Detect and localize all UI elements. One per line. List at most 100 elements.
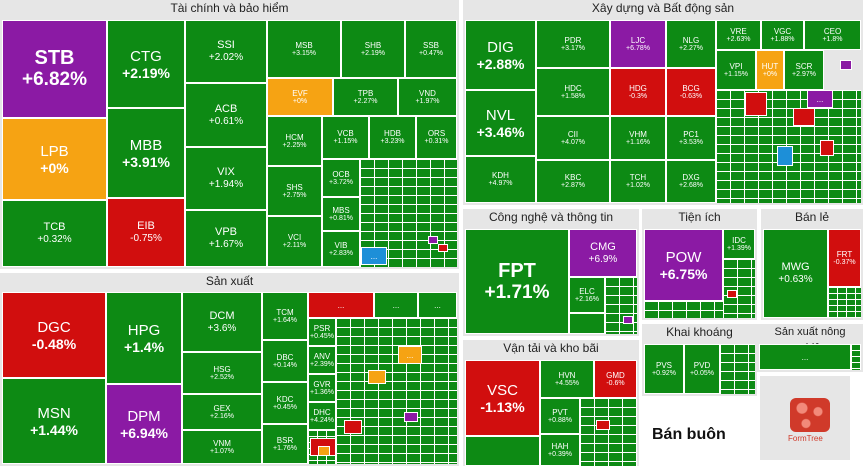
stock-tile[interactable]: EVF +0% <box>267 78 333 116</box>
stock-tile[interactable]: ... <box>361 247 387 265</box>
stock-tile[interactable]: VIB +2.83% <box>322 231 360 267</box>
stock-tile[interactable]: VCI +2.11% <box>267 216 322 267</box>
stock-tile[interactable]: ANV +2.39% <box>308 346 336 374</box>
stock-tile[interactable]: TCH +1.02% <box>610 160 666 203</box>
stock-tile[interactable]: HUT +0% <box>756 50 784 90</box>
stock-tile[interactable]: PVS +0.92% <box>644 344 684 394</box>
stock-tile[interactable]: MBB +3.91% <box>107 108 185 198</box>
stock-tile[interactable] <box>438 244 448 252</box>
stock-tile[interactable]: PVD +0.05% <box>684 344 720 394</box>
stock-tile[interactable] <box>318 446 330 456</box>
stock-tile[interactable]: DXG +2.68% <box>666 160 716 203</box>
stock-tile[interactable]: KDH +4.97% <box>465 156 536 203</box>
stock-tile[interactable]: ... <box>807 90 833 108</box>
stock-tile[interactable] <box>623 316 633 324</box>
stock-tile[interactable]: LJC +6.78% <box>610 20 666 68</box>
stock-tile[interactable]: ORS +0.31% <box>416 116 457 159</box>
stock-tile[interactable] <box>727 290 737 298</box>
stock-tile[interactable]: CTG +2.19% <box>107 20 185 108</box>
stock-tile[interactable] <box>596 420 610 430</box>
stock-tile[interactable]: VPB +1.67% <box>185 210 267 267</box>
stock-tile[interactable] <box>820 140 834 156</box>
stock-tile[interactable]: ... <box>418 292 457 318</box>
small-tiles-mosaic[interactable] <box>828 287 861 318</box>
stock-tile[interactable]: VGC +1.88% <box>761 20 804 50</box>
stock-tile[interactable]: CII +4.07% <box>536 116 610 160</box>
stock-tile[interactable]: TPB +2.27% <box>333 78 398 116</box>
stock-tile[interactable] <box>840 60 852 70</box>
stock-tile[interactable]: ... <box>398 346 422 364</box>
stock-tile[interactable]: ELC +2.16% <box>569 277 605 313</box>
stock-tile[interactable]: SSB +0.47% <box>405 20 457 78</box>
stock-tile[interactable] <box>428 236 438 244</box>
stock-tile[interactable]: HVN +4.55% <box>540 360 594 398</box>
stock-tile[interactable]: PSR +0.45% <box>308 318 336 346</box>
stock-tile[interactable]: NVL +3.46% <box>465 90 536 156</box>
stock-tile[interactable]: MWG +0.63% <box>763 229 828 318</box>
stock-tile[interactable]: SHS +2.75% <box>267 166 322 216</box>
stock-tile[interactable]: KBC +2.87% <box>536 160 610 203</box>
stock-tile[interactable]: ... <box>374 292 418 318</box>
stock-tile[interactable]: VPI +1.15% <box>716 50 756 90</box>
stock-tile[interactable]: SSI +2.02% <box>185 20 267 83</box>
small-tiles-mosaic[interactable] <box>716 90 861 203</box>
stock-tile[interactable] <box>777 146 793 166</box>
stock-tile[interactable]: DIG +2.88% <box>465 20 536 90</box>
stock-tile[interactable]: PDR +3.17% <box>536 20 610 68</box>
stock-tile[interactable] <box>793 108 815 126</box>
small-tiles-mosaic[interactable] <box>851 344 861 370</box>
stock-tile[interactable]: LPB +0% <box>2 118 107 200</box>
stock-tile[interactable] <box>745 92 767 116</box>
stock-tile[interactable]: HDB +3.23% <box>369 116 416 159</box>
stock-tile[interactable]: SCR +2.97% <box>784 50 824 90</box>
stock-tile[interactable] <box>368 370 386 384</box>
stock-tile[interactable]: SHB +2.19% <box>341 20 405 78</box>
small-tiles-mosaic[interactable] <box>644 301 723 318</box>
stock-tile[interactable] <box>465 436 540 466</box>
small-tiles-mosaic[interactable] <box>723 259 755 318</box>
stock-tile[interactable]: EIB -0.75% <box>107 198 185 267</box>
stock-tile[interactable]: DCM +3.6% <box>182 292 262 352</box>
stock-tile[interactable]: KDC +0.45% <box>262 382 308 424</box>
stock-tile[interactable]: CEO +1.8% <box>804 20 861 50</box>
stock-tile[interactable]: ... <box>759 344 851 370</box>
stock-tile[interactable]: VNM +1.07% <box>182 430 262 464</box>
stock-tile[interactable]: MBS +0.81% <box>322 197 360 231</box>
stock-tile[interactable]: HCM +2.25% <box>267 116 322 166</box>
stock-tile[interactable]: VIX +1.94% <box>185 147 267 210</box>
stock-tile[interactable]: MSB +3.15% <box>267 20 341 78</box>
stock-tile[interactable]: TCB +0.32% <box>2 200 107 267</box>
stock-tile[interactable]: VRE +2.63% <box>716 20 761 50</box>
stock-tile[interactable]: VCB +1.15% <box>322 116 369 159</box>
stock-tile[interactable] <box>404 412 418 422</box>
stock-tile[interactable]: PVT +0.88% <box>540 398 580 434</box>
stock-tile[interactable]: GEX +2.16% <box>182 394 262 430</box>
stock-tile[interactable]: TCM +1.64% <box>262 292 308 340</box>
stock-tile[interactable]: BSR +1.76% <box>262 424 308 464</box>
stock-tile[interactable]: POW +6.75% <box>644 229 723 301</box>
stock-tile[interactable] <box>344 420 362 434</box>
stock-tile[interactable]: NLG +2.27% <box>666 20 716 68</box>
stock-tile[interactable]: IDC +1.39% <box>723 229 755 259</box>
stock-tile[interactable]: HDG -0.3% <box>610 68 666 116</box>
stock-tile[interactable]: ACB +0.61% <box>185 83 267 147</box>
stock-tile[interactable]: VND +1.97% <box>398 78 457 116</box>
stock-tile[interactable]: HAH +0.39% <box>540 434 580 466</box>
stock-tile[interactable]: ... <box>308 292 374 318</box>
stock-tile[interactable]: STB +6.82% <box>2 20 107 118</box>
stock-tile[interactable]: VSC -1.13% <box>465 360 540 436</box>
stock-tile[interactable]: DHC +4.24% <box>308 402 336 430</box>
stock-tile[interactable] <box>569 313 605 334</box>
small-tiles-mosaic[interactable] <box>605 277 637 334</box>
small-tiles-mosaic[interactable] <box>720 344 755 394</box>
stock-tile[interactable]: HPG +1.4% <box>106 292 182 384</box>
stock-tile[interactable]: CMG +6.9% <box>569 229 637 277</box>
stock-tile[interactable]: HSG +2.52% <box>182 352 262 394</box>
small-tiles-mosaic[interactable] <box>580 398 637 466</box>
stock-tile[interactable]: FRT -0.37% <box>828 229 861 287</box>
stock-tile[interactable]: DGC -0.48% <box>2 292 106 378</box>
stock-tile[interactable]: MSN +1.44% <box>2 378 106 464</box>
small-tiles-mosaic[interactable] <box>336 318 457 464</box>
stock-tile[interactable]: GVR +1.36% <box>308 374 336 402</box>
stock-tile[interactable]: VHM +1.16% <box>610 116 666 160</box>
